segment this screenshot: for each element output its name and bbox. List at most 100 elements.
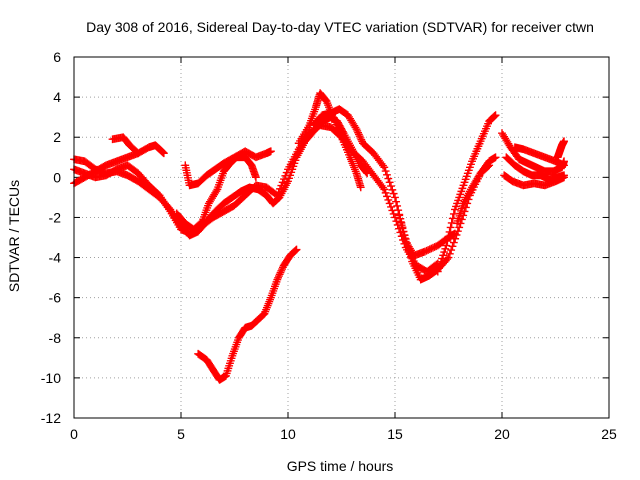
series-track-p [510, 143, 568, 170]
data-point [391, 193, 399, 202]
x-tick-label: 5 [177, 426, 185, 442]
data-point [461, 175, 470, 184]
data-point [380, 185, 389, 194]
data-point [392, 197, 400, 206]
data-point [383, 192, 391, 201]
data-point [291, 246, 300, 255]
data-point [396, 218, 405, 226]
y-tick-label: -4 [49, 250, 62, 266]
y-tick-label: 2 [53, 129, 61, 145]
x-tick-label: 25 [601, 426, 617, 442]
data-point [466, 163, 474, 172]
data-point [398, 224, 407, 233]
y-tick-label: 4 [53, 89, 61, 105]
data-point [454, 196, 463, 205]
data-point [490, 112, 499, 120]
data-point [380, 163, 389, 172]
data-point [284, 177, 292, 186]
data-point [280, 175, 288, 183]
series-track-d [108, 133, 143, 158]
data-point [385, 178, 394, 187]
data-point [278, 178, 287, 187]
series-track-l [453, 161, 494, 228]
data-point [439, 251, 448, 260]
data-point [393, 202, 402, 210]
chart-title: Day 308 of 2016, Sidereal Day-to-day VTE… [86, 19, 594, 35]
series-track-k [433, 111, 500, 276]
series-track-h [294, 89, 365, 192]
x-tick-label: 20 [494, 426, 510, 442]
data-point [452, 202, 460, 211]
data-point [458, 184, 467, 193]
data-point [395, 211, 404, 220]
data-point [438, 254, 446, 263]
y-axis-label: SDTVAR / TECUs [6, 180, 22, 292]
data-point [491, 153, 500, 162]
data-point [394, 206, 403, 215]
y-tick-label: -6 [49, 290, 62, 306]
data-point [400, 234, 409, 243]
data-point [455, 193, 464, 202]
data-point [434, 264, 443, 273]
series-track-g [194, 245, 301, 384]
data-point [433, 267, 442, 276]
data-point [159, 149, 168, 158]
data-point [385, 199, 394, 208]
y-tick-label: 6 [53, 49, 61, 65]
x-tick-label: 10 [280, 426, 296, 442]
data-point [451, 205, 459, 214]
data-point [381, 167, 390, 175]
y-tick-label: 0 [53, 169, 61, 185]
data-point [560, 173, 568, 182]
data-point [389, 189, 398, 198]
data-point [397, 221, 406, 230]
series-track-q [553, 137, 568, 162]
data-point [444, 232, 453, 241]
data-point [266, 147, 275, 156]
plot-frame [73, 56, 610, 419]
data-point [281, 171, 290, 180]
data-point [252, 173, 260, 182]
data-point [453, 199, 461, 208]
data-point [455, 223, 464, 232]
y-tick-label: -2 [49, 209, 62, 225]
data-point [440, 248, 449, 256]
data-point [134, 149, 143, 158]
data-point [384, 195, 393, 204]
data-point [463, 169, 472, 178]
data-point [133, 148, 142, 157]
data-point [445, 249, 454, 258]
y-tick-label: -8 [49, 330, 62, 346]
x-tick-label: 15 [387, 426, 403, 442]
data-point [391, 213, 399, 222]
axes: 0 5 10 15 20 25 -12 -10 -8 -6 -4 -2 0 2 4 6 [41, 49, 617, 442]
data-point [443, 237, 452, 245]
data-point [387, 203, 395, 211]
data-point [381, 188, 390, 197]
series-track-b [70, 141, 168, 188]
data-point [274, 188, 283, 197]
data-point [445, 228, 454, 236]
data-point [276, 184, 284, 193]
data-point [383, 170, 391, 179]
data-point [399, 227, 408, 236]
data-point [356, 183, 365, 192]
data-point [448, 242, 457, 251]
data-point [273, 191, 282, 200]
data-point [467, 160, 475, 169]
data-point [464, 166, 473, 175]
y-tick-label: -12 [41, 410, 61, 426]
data-point [460, 178, 469, 187]
data-point [485, 161, 494, 170]
plot-area [70, 89, 568, 384]
data-point [437, 257, 445, 266]
data-point [449, 210, 458, 218]
data-point [384, 174, 393, 183]
data-point [451, 229, 459, 238]
data-point [441, 244, 450, 253]
data-point [447, 246, 456, 254]
grid-lines [74, 57, 609, 418]
data-point [388, 185, 397, 194]
data-point [446, 223, 455, 232]
